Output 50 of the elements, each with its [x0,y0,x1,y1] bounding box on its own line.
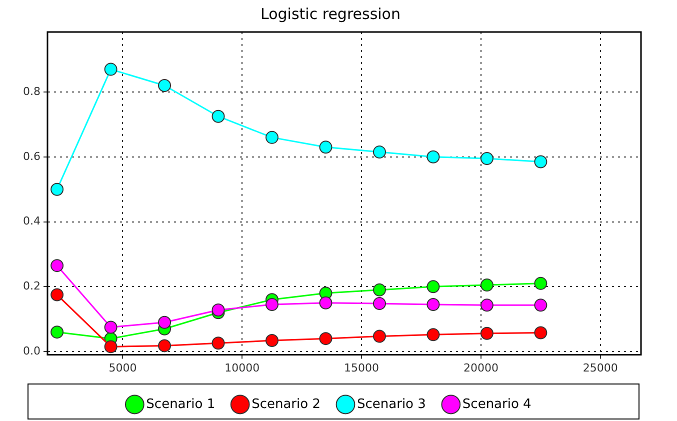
point [158,339,172,352]
point [319,296,332,310]
point [372,297,386,310]
point [212,304,225,317]
point [266,334,278,348]
x-tick-label: 20000 [463,361,498,374]
point [212,336,225,350]
point [319,140,332,154]
point [372,283,386,296]
point [426,328,440,342]
point [212,110,225,123]
y-tick-label: 0.2 [22,280,40,293]
x-tick-label: 5000 [108,361,137,374]
point [480,152,494,166]
point [426,298,440,312]
point [266,130,278,144]
y-tick-label: 0.6 [22,150,40,163]
point [480,326,494,340]
point [480,298,494,312]
point [534,155,548,168]
x-tick-label: 25000 [582,361,618,374]
y-tick-label: 0.4 [22,214,40,228]
point [319,332,332,346]
y-tick-label: 0.8 [22,84,40,98]
x-tick-label: 10000 [224,361,260,374]
point [426,150,440,164]
point [158,316,172,329]
point [534,298,548,312]
point [50,182,64,196]
legend-label: Scenario 1 [146,396,216,412]
point [50,288,64,302]
point [534,326,548,340]
point [372,330,386,343]
point [534,276,548,290]
point [104,62,118,76]
point [266,298,278,312]
point [158,79,172,92]
point [50,326,64,339]
y-tick-label: 0.0 [22,344,40,358]
point [480,278,494,292]
legend-label: Scenario 2 [252,396,321,412]
point [372,146,386,159]
chart-title: Logistic regression [260,4,400,23]
point [104,340,118,354]
x-tick-label: 15000 [344,361,380,374]
point [50,259,64,272]
point [426,280,440,294]
point [104,320,118,334]
legend-label: Scenario 3 [357,396,426,412]
legend-label: Scenario 4 [462,396,532,412]
